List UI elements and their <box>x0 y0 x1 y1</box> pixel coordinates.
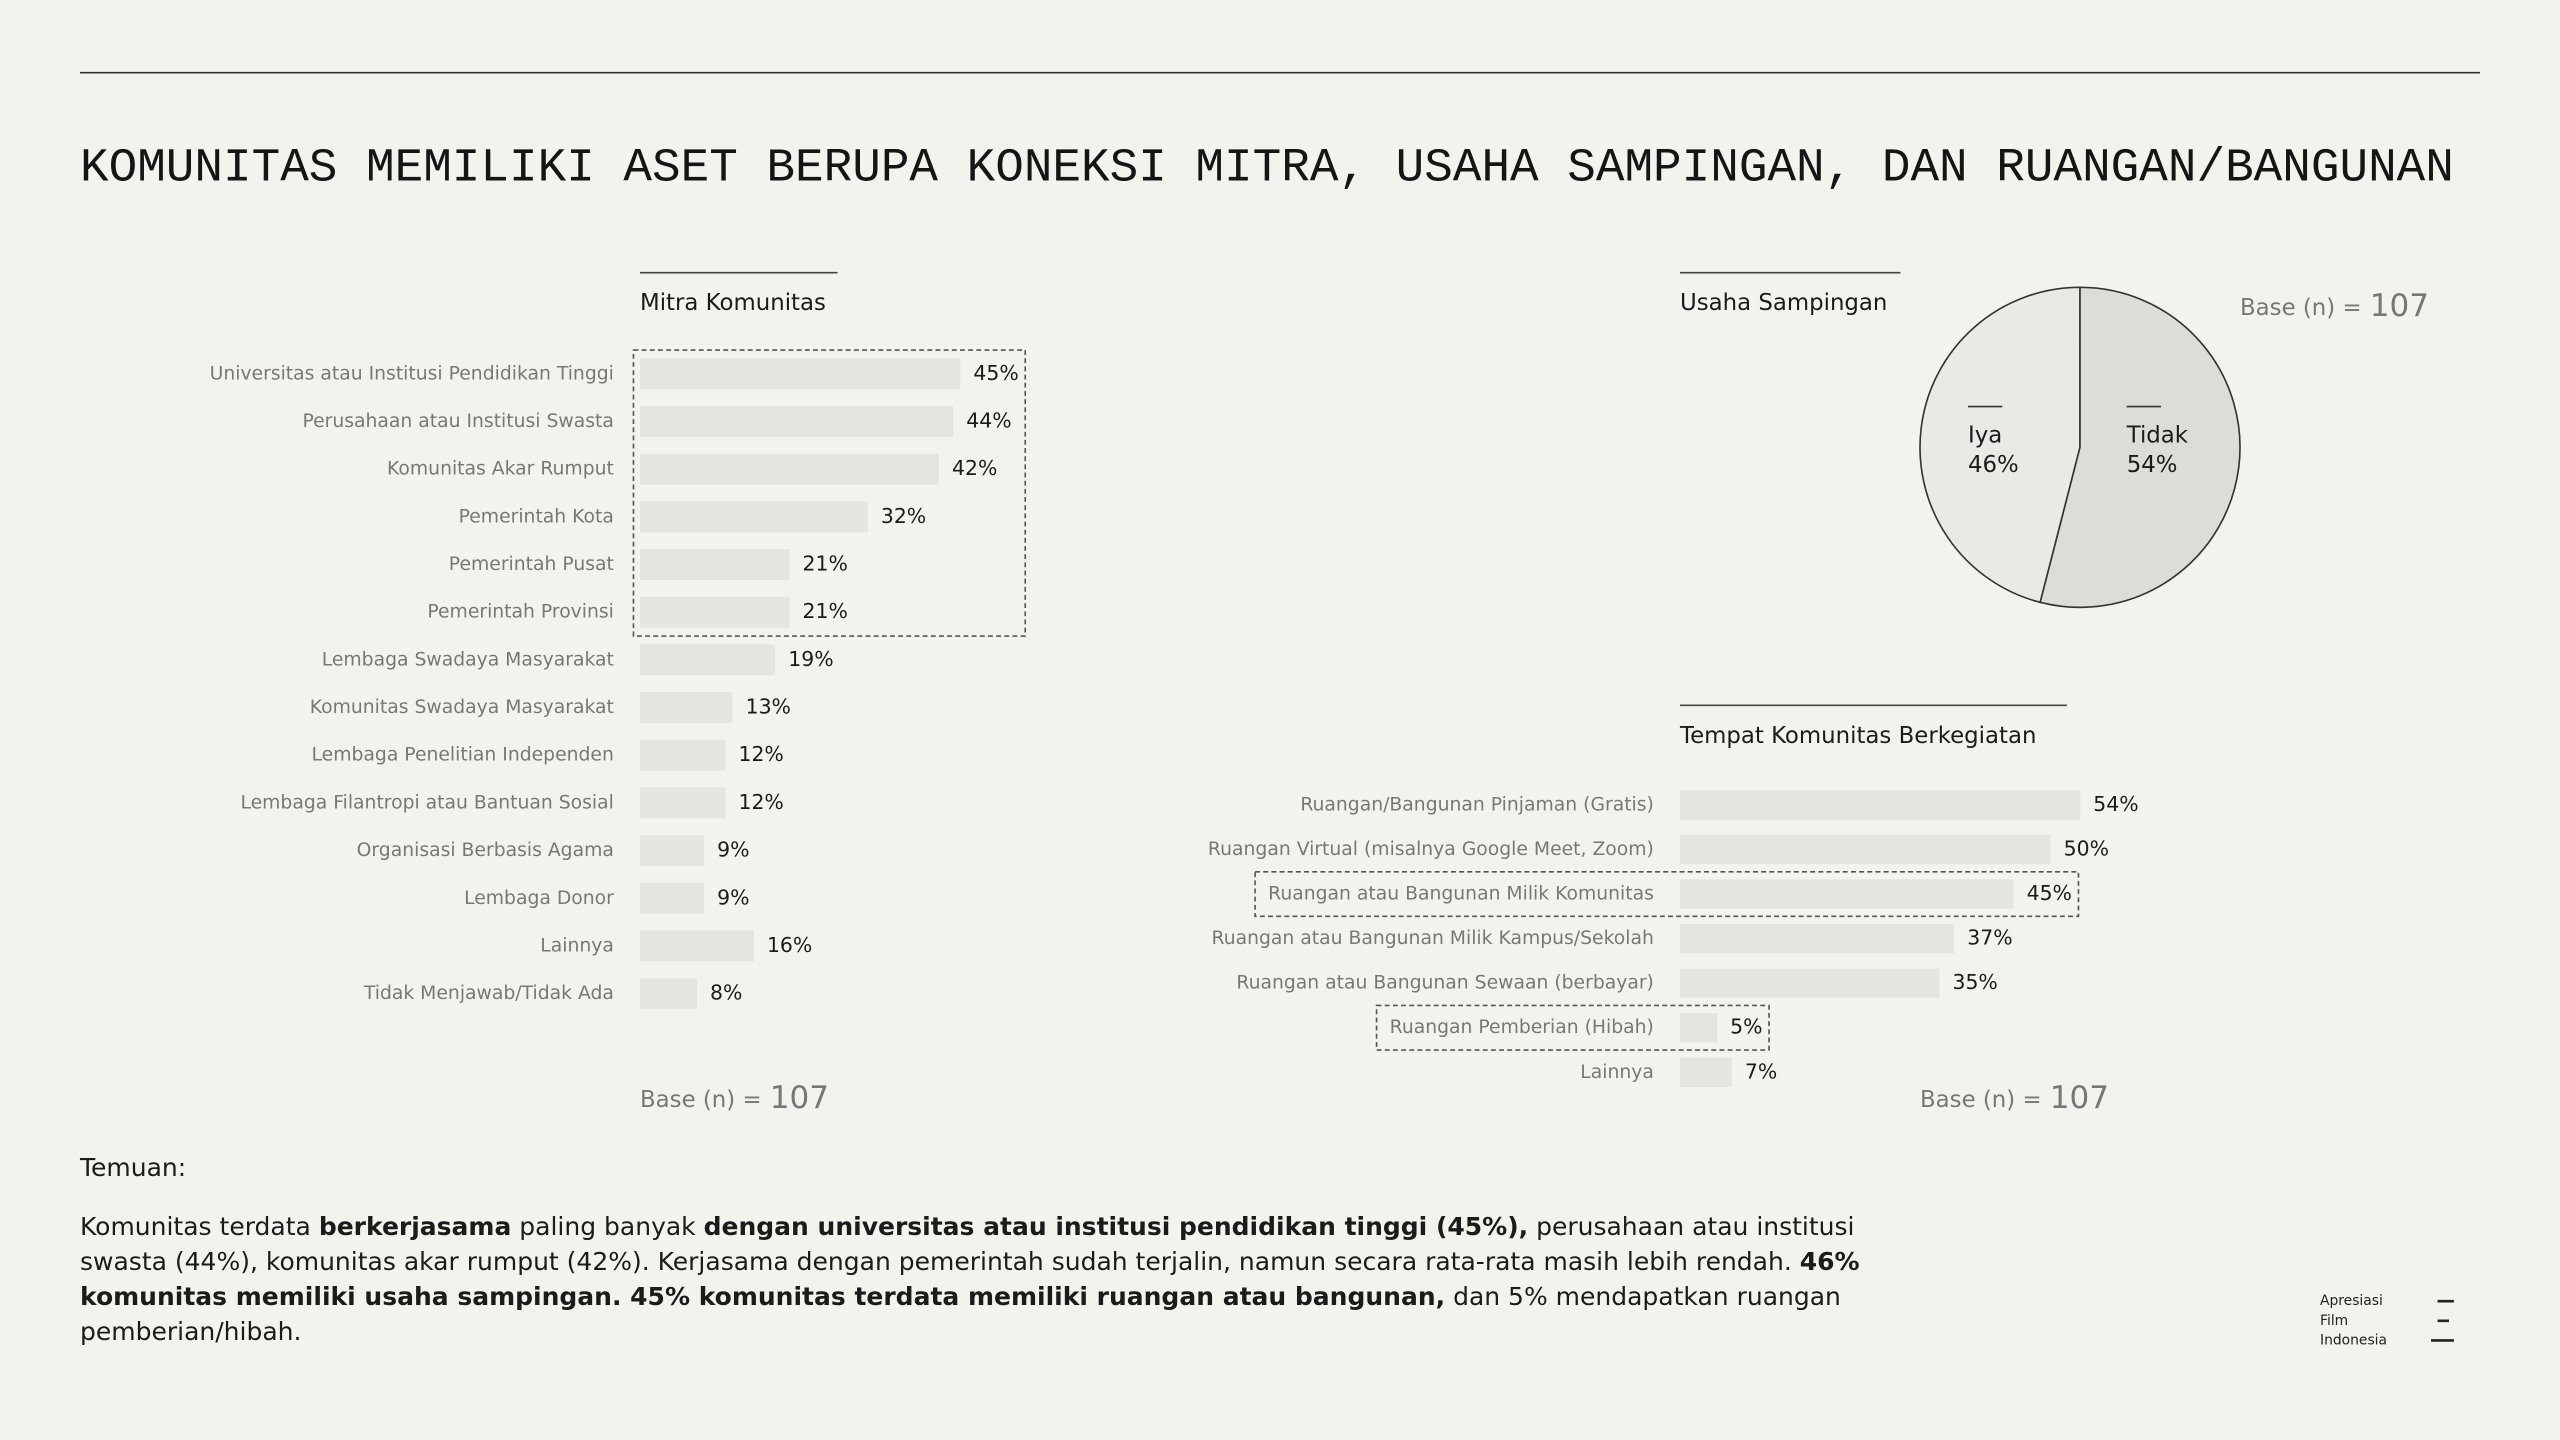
highlight-box <box>1375 1004 1770 1051</box>
bar <box>640 406 954 438</box>
category-label: Komunitas Akar Rumput <box>387 459 614 480</box>
slide-title: KOMUNITAS MEMILIKI ASET BERUPA KONEKSI M… <box>80 143 2454 196</box>
category-label: Komunitas Swadaya Masyarakat <box>310 697 614 718</box>
base-n: 107 <box>770 1080 829 1116</box>
bar <box>640 739 726 771</box>
highlight-box <box>632 349 1027 637</box>
findings-text: dengan universitas atau institusi pendid… <box>703 1212 1529 1241</box>
value-label: 7% <box>1745 1059 1777 1083</box>
value-label: 16% <box>767 933 812 957</box>
category-label: Tidak Menjawab/Tidak Ada <box>363 983 614 1004</box>
category-label: Pemerintah Provinsi <box>427 602 614 623</box>
logo-marks <box>2431 1299 2454 1342</box>
value-label: 21% <box>803 599 848 623</box>
findings-text: 46% komunitas memiliki usaha sampingan. … <box>80 1247 1860 1311</box>
category-label: Ruangan atau Bangunan Milik Kampus/Sekol… <box>1212 928 1654 949</box>
category-label: Lembaga Donor <box>464 888 614 909</box>
value-label: 9% <box>717 838 749 862</box>
category-label: Perusahaan atau Institusi Swasta <box>302 411 613 432</box>
bar <box>640 978 697 1010</box>
findings-text: perusahaan atau institusi swasta (44%), … <box>80 1212 1855 1276</box>
category-label: Lembaga Swadaya Masyarakat <box>322 649 614 670</box>
findings-text: Komunitas terdata <box>80 1212 319 1241</box>
logo-text: Indonesia <box>2320 1332 2387 1348</box>
category-label: Ruangan Pemberian (Hibah) <box>1390 1017 1654 1038</box>
findings: Temuan: Komunitas terdata berkerjasama p… <box>80 1150 1910 1349</box>
bar <box>1680 879 2014 909</box>
category-label: Lainnya <box>1580 1062 1654 1083</box>
bar <box>640 692 733 724</box>
slice-label: Tidak <box>2126 422 2189 448</box>
value-label: 12% <box>738 790 783 814</box>
findings-heading: Temuan: <box>80 1153 187 1182</box>
category-label: Lembaga Penelitian Independen <box>312 745 614 766</box>
bar <box>1680 1057 1732 1088</box>
findings-text: paling banyak <box>511 1212 704 1241</box>
value-label: 50% <box>2064 836 2109 860</box>
bar <box>1680 790 2081 820</box>
value-label: 54% <box>2093 792 2138 816</box>
category-label: Ruangan Virtual (misalnya Google Meet, Z… <box>1208 839 1654 860</box>
base-label: Base (n) = <box>1920 1087 2042 1113</box>
chart-title: Usaha Sampingan <box>1680 290 1887 316</box>
findings-paragraph: Komunitas terdata berkerjasama paling ba… <box>80 1209 1910 1349</box>
pie-slice <box>2039 286 2241 609</box>
category-label: Pemerintah Kota <box>459 506 614 527</box>
category-label: Ruangan atau Bangunan Milik Komunitas <box>1268 884 1654 905</box>
bar <box>640 501 868 533</box>
category-label: Lainnya <box>540 935 614 956</box>
base-label: Base (n) = <box>640 1087 762 1113</box>
bar <box>640 882 705 914</box>
logo-text: Apresiasi <box>2320 1293 2383 1309</box>
value-label: 12% <box>738 742 783 766</box>
chart-title: Tempat Komunitas Berkegiatan <box>1679 723 2036 749</box>
value-label: 8% <box>710 981 742 1005</box>
category-label: Ruangan/Bangunan Pinjaman (Gratis) <box>1300 794 1654 815</box>
slice-label: Iya <box>1968 422 2002 448</box>
bar <box>640 549 790 581</box>
value-label: 21% <box>803 552 848 576</box>
findings-text: dan 5% mendapatkan ruangan pemberian/hib… <box>80 1282 1841 1346</box>
value-label: 19% <box>788 647 833 671</box>
value-label: 37% <box>1967 926 2012 950</box>
value-label: 5% <box>1730 1015 1762 1039</box>
category-label: Ruangan atau Bangunan Sewaan (berbayar) <box>1236 973 1654 994</box>
bar <box>1680 923 1955 954</box>
logo-text: Film <box>2320 1313 2348 1329</box>
bar <box>640 930 754 962</box>
value-label: 32% <box>881 504 926 528</box>
pie-slice <box>1919 286 2081 604</box>
highlight-box <box>1254 870 2080 918</box>
bar <box>640 644 776 676</box>
base-label: Base (n) = <box>2240 295 2362 321</box>
base-n: 107 <box>2370 288 2429 324</box>
base-n: 107 <box>2050 1080 2109 1116</box>
value-label: 9% <box>717 885 749 909</box>
category-label: Universitas atau Institusi Pendidikan Ti… <box>210 363 614 384</box>
category-label: Pemerintah Pusat <box>449 554 614 575</box>
bar <box>1680 834 2051 865</box>
value-label: 35% <box>1952 970 1997 994</box>
slice-value: 54% <box>2127 452 2178 478</box>
value-label: 44% <box>966 409 1011 433</box>
bar <box>640 596 790 628</box>
bar <box>1680 1013 1718 1043</box>
bar <box>640 787 726 819</box>
chart-title: Mitra Komunitas <box>640 290 826 316</box>
bar <box>640 358 961 390</box>
category-label: Lembaga Filantropi atau Bantuan Sosial <box>240 792 613 813</box>
bar <box>640 835 705 867</box>
bar <box>640 453 939 485</box>
value-label: 45% <box>2027 881 2072 905</box>
slice-value: 46% <box>1968 452 2019 478</box>
value-label: 42% <box>952 456 997 480</box>
value-label: 13% <box>746 695 791 719</box>
value-label: 45% <box>973 361 1018 385</box>
bar <box>1680 968 1940 998</box>
category-label: Organisasi Berbasis Agama <box>357 840 614 861</box>
findings-text: berkerjasama <box>318 1212 512 1241</box>
